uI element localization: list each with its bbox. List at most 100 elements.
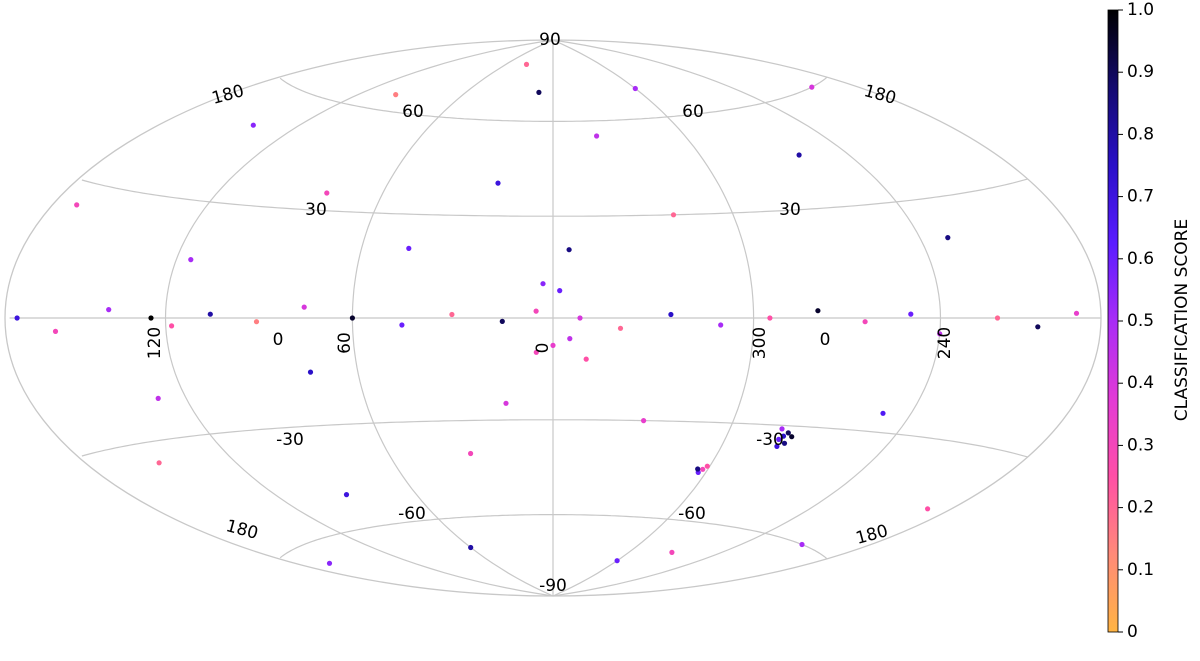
source-point — [52, 328, 59, 334]
source-point — [307, 369, 314, 375]
source-point — [945, 235, 951, 241]
source-point — [815, 308, 821, 314]
grid-label: 180 — [862, 81, 899, 109]
source-point — [503, 400, 509, 406]
source-point — [908, 311, 914, 317]
grid-label: 240 — [935, 327, 955, 359]
source-point — [188, 257, 194, 263]
source-point — [799, 541, 805, 548]
source-point — [669, 549, 675, 556]
colorbar-label: CLASSIFICATION SCORE — [1172, 219, 1192, 421]
source-point — [449, 311, 455, 318]
source-point — [937, 331, 943, 337]
source-point — [250, 122, 256, 128]
source-point — [566, 247, 572, 253]
grid-label: 0 — [533, 343, 553, 354]
source-point — [862, 319, 868, 325]
source-point — [207, 311, 213, 317]
source-point — [785, 430, 791, 436]
source-point — [567, 336, 573, 342]
source-point — [774, 443, 780, 449]
source-point — [155, 395, 161, 401]
source-point — [499, 318, 505, 324]
source-point — [594, 133, 600, 139]
source-point — [399, 322, 405, 328]
source-point — [106, 307, 112, 313]
source-point — [533, 349, 539, 355]
grid-label: -30 — [756, 430, 784, 450]
source-point — [1035, 324, 1041, 330]
source-point — [789, 434, 795, 440]
source-point — [994, 315, 1001, 321]
parallel-grid-line — [279, 514, 828, 560]
colorbar — [1107, 9, 1119, 633]
grid-label: -90 — [539, 576, 567, 596]
grid-label: 180 — [854, 521, 891, 549]
grid-label: 120 — [145, 327, 165, 359]
source-point — [780, 433, 787, 439]
source-point — [700, 466, 706, 472]
grid-label: 30 — [305, 200, 327, 220]
grid-label: 180 — [224, 516, 261, 544]
colorbar-tick-label: 0.6 — [1127, 249, 1154, 269]
source-point — [468, 544, 474, 551]
source-point — [695, 466, 701, 472]
grid-label: 60 — [335, 332, 355, 354]
source-point — [796, 152, 802, 158]
source-point — [1073, 310, 1080, 316]
colorbar-tick-label: 0.2 — [1127, 498, 1154, 518]
source-point — [156, 460, 162, 466]
source-point — [583, 356, 589, 362]
source-point — [148, 315, 154, 321]
colorbar-tick-label: 0.7 — [1127, 187, 1154, 207]
source-point — [925, 506, 931, 512]
source-point — [668, 311, 674, 318]
source-point — [779, 426, 785, 432]
grid-label: 60 — [402, 102, 424, 122]
source-point — [349, 315, 355, 321]
source-point — [468, 450, 474, 457]
source-point — [704, 463, 710, 469]
grid-label: 0 — [273, 330, 284, 350]
colorbar-tick-label: 0.9 — [1127, 62, 1154, 82]
source-point — [557, 288, 563, 294]
source-point — [393, 92, 399, 98]
parallel-grid-line — [81, 178, 1028, 217]
source-point — [718, 322, 724, 328]
colorbar-tick-label: 1.0 — [1127, 0, 1154, 20]
source-point — [781, 440, 788, 446]
source-point — [809, 84, 815, 90]
grid-label: 0 — [820, 330, 831, 350]
parallel-grid-line — [279, 76, 828, 122]
source-point — [577, 315, 583, 321]
colorbar-tick-label: 0.1 — [1127, 560, 1154, 580]
source-point — [495, 180, 501, 186]
grid-label: -60 — [678, 504, 706, 524]
source-point — [632, 85, 638, 92]
source-point — [301, 304, 307, 310]
grid-label: -60 — [398, 504, 426, 524]
source-point — [169, 323, 175, 329]
source-point — [14, 315, 20, 321]
colorbar-tick-label: 0.8 — [1127, 124, 1154, 144]
source-point — [767, 315, 773, 321]
source-point — [253, 319, 260, 325]
source-point — [533, 308, 539, 314]
grid-label: 180 — [210, 81, 247, 109]
grid-label: -30 — [276, 430, 304, 450]
colorbar-tick-label: 0 — [1127, 622, 1138, 642]
source-point — [617, 325, 624, 331]
source-point — [670, 212, 677, 218]
source-point — [324, 190, 330, 196]
source-point — [326, 560, 333, 566]
source-point — [343, 492, 350, 498]
source-point — [523, 61, 530, 67]
grid-label: 60 — [682, 102, 704, 122]
grid-label: 90 — [539, 30, 561, 50]
source-point — [406, 245, 412, 251]
grid-label: 300 — [750, 327, 770, 359]
source-point — [880, 410, 886, 416]
source-point — [536, 89, 542, 95]
source-point — [540, 281, 546, 287]
